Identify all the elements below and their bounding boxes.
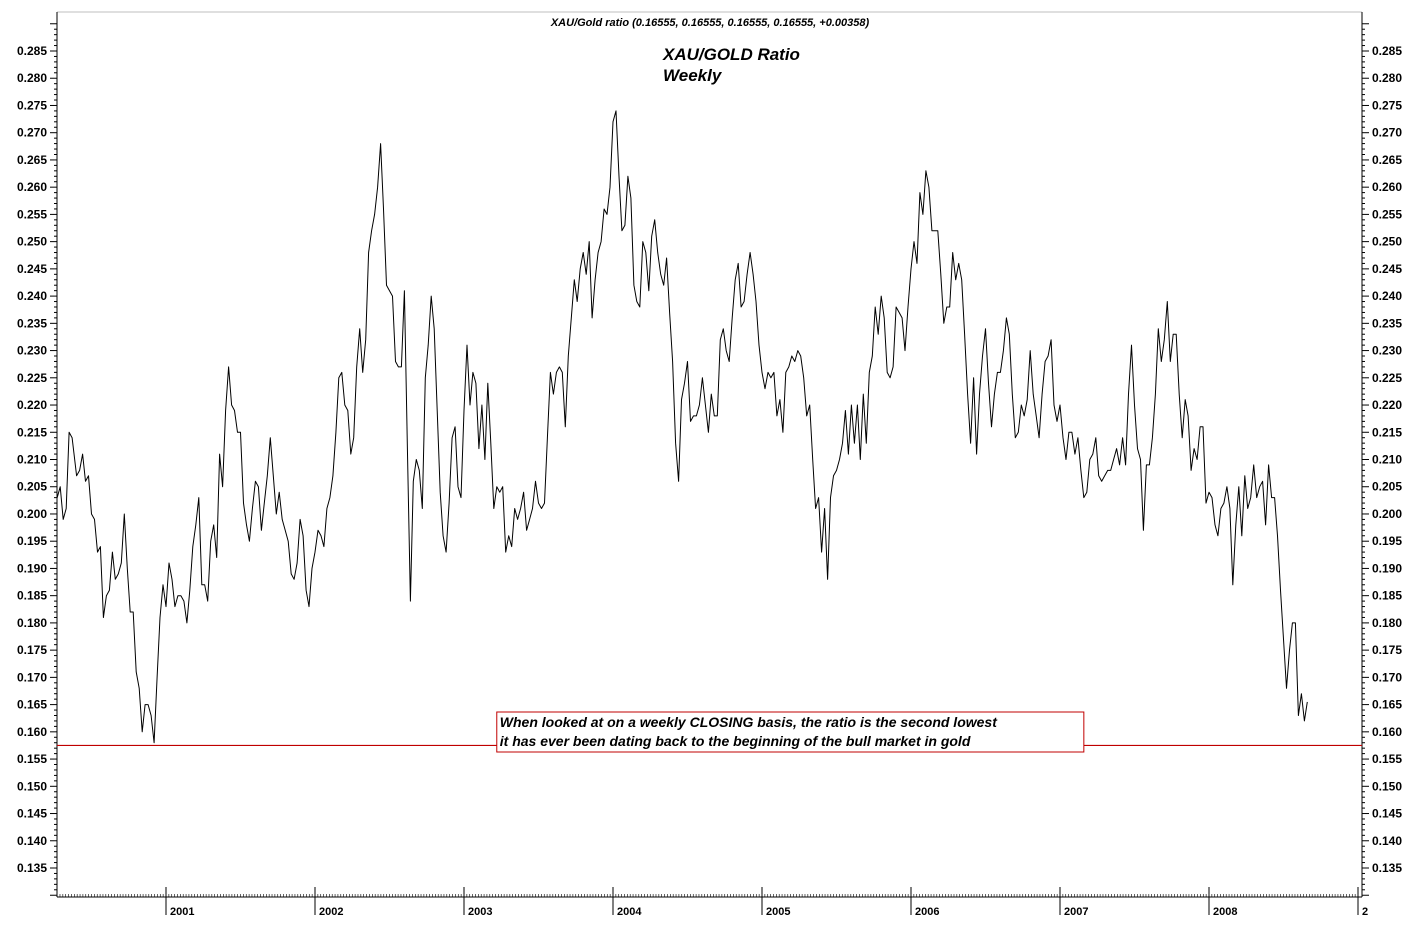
x-tick-label: 2006 [915, 906, 939, 918]
y-tick-label-right: 0.180 [1372, 616, 1402, 630]
y-tick-label-left: 0.245 [17, 262, 47, 276]
y-tick-label-right: 0.165 [1372, 698, 1402, 712]
series-layer [56, 110, 1308, 744]
series-line-0 [56, 110, 1308, 744]
y-tick-label-right: 0.285 [1372, 44, 1402, 58]
x-axis: 2001 2002 2003 2004 2005 2006 2007 2008 2 [59, 887, 1368, 918]
y-axis-right: 0.135 0.140 0.145 0.150 0.155 0.160 0.165 0.170… [1362, 23, 1402, 896]
y-tick-label-left: 0.280 [17, 71, 47, 85]
y-tick-label-left: 0.195 [17, 534, 47, 548]
y-tick-label-right: 0.265 [1372, 153, 1402, 167]
chart-header: XAU/Gold ratio (0.16555, 0.16555, 0.1655… [550, 17, 870, 29]
y-tick-label-right: 0.240 [1372, 289, 1402, 303]
y-tick-label-right: 0.150 [1372, 779, 1402, 793]
y-tick-label-left: 0.215 [17, 425, 47, 439]
y-tick-label-right: 0.220 [1372, 398, 1402, 412]
y-tick-label-left: 0.190 [17, 561, 47, 575]
y-tick-label-right: 0.225 [1372, 371, 1402, 385]
y-tick-label-left: 0.170 [17, 670, 47, 684]
annotation-text-line: When looked at on a weekly CLOSING basis… [500, 714, 998, 730]
y-tick-label-left: 0.230 [17, 344, 47, 358]
y-tick-label-left: 0.200 [17, 507, 47, 521]
y-tick-label-right: 0.185 [1372, 589, 1402, 603]
y-tick-label-right: 0.135 [1372, 861, 1402, 875]
annotation-text-line: it has ever been dating back to the begi… [500, 733, 971, 749]
y-tick-label-right: 0.235 [1372, 316, 1402, 330]
y-tick-label-left: 0.135 [17, 861, 47, 875]
y-tick-label-left: 0.140 [17, 834, 47, 848]
y-tick-label-left: 0.270 [17, 126, 47, 140]
chart-title: XAU/GOLD Ratio [662, 45, 800, 64]
y-tick-label-right: 0.175 [1372, 643, 1402, 657]
y-tick-label-left: 0.210 [17, 453, 47, 467]
y-tick-label-left: 0.225 [17, 371, 47, 385]
y-tick-label-left: 0.275 [17, 98, 47, 112]
y-tick-label-left: 0.250 [17, 235, 47, 249]
y-tick-label-left: 0.155 [17, 752, 47, 766]
y-tick-label-left: 0.150 [17, 779, 47, 793]
y-tick-label-left: 0.160 [17, 725, 47, 739]
y-tick-label-right: 0.275 [1372, 98, 1402, 112]
y-tick-label-right: 0.155 [1372, 752, 1402, 766]
y-tick-label-right: 0.250 [1372, 235, 1402, 249]
y-tick-label-left: 0.285 [17, 44, 47, 58]
y-tick-label-left: 0.260 [17, 180, 47, 194]
x-tick-label: 2002 [319, 906, 343, 918]
y-tick-label-right: 0.245 [1372, 262, 1402, 276]
y-tick-label-left: 0.235 [17, 316, 47, 330]
y-tick-label-right: 0.190 [1372, 561, 1402, 575]
chart-subtitle: Weekly [663, 66, 723, 85]
x-tick-label: 2001 [170, 906, 194, 918]
x-tick-label: 2004 [617, 906, 642, 918]
y-tick-label-right: 0.215 [1372, 425, 1402, 439]
x-tick-label: 2005 [766, 906, 790, 918]
y-tick-label-right: 0.280 [1372, 71, 1402, 85]
y-tick-label-right: 0.140 [1372, 834, 1402, 848]
y-tick-label-right: 0.210 [1372, 453, 1402, 467]
annotation-layer: When looked at on a weekly CLOSING basis… [57, 711, 1362, 753]
y-tick-label-right: 0.200 [1372, 507, 1402, 521]
y-tick-label-left: 0.205 [17, 480, 47, 494]
y-tick-label-left: 0.185 [17, 589, 47, 603]
y-tick-label-right: 0.260 [1372, 180, 1402, 194]
x-tick-label: 2 [1362, 906, 1368, 918]
y-tick-label-left: 0.265 [17, 153, 47, 167]
y-tick-label-right: 0.195 [1372, 534, 1402, 548]
y-tick-label-right: 0.255 [1372, 207, 1402, 221]
y-tick-label-left: 0.180 [17, 616, 47, 630]
y-tick-label-right: 0.205 [1372, 480, 1402, 494]
y-tick-label-right: 0.160 [1372, 725, 1402, 739]
y-tick-label-left: 0.175 [17, 643, 47, 657]
y-axis-left: 0.135 0.140 0.145 0.150 0.155 0.160 0.165 0.170… [17, 23, 57, 896]
y-tick-label-left: 0.240 [17, 289, 47, 303]
y-tick-label-left: 0.220 [17, 398, 47, 412]
y-tick-label-left: 0.145 [17, 807, 47, 821]
x-tick-label: 2008 [1213, 906, 1237, 918]
y-tick-label-right: 0.170 [1372, 670, 1402, 684]
annotation-box [496, 711, 1085, 753]
y-tick-label-right: 0.270 [1372, 126, 1402, 140]
x-tick-label: 2003 [468, 906, 492, 918]
y-tick-label-right: 0.230 [1372, 344, 1402, 358]
x-tick-label: 2007 [1064, 906, 1088, 918]
y-tick-label-left: 0.255 [17, 207, 47, 221]
y-tick-label-right: 0.145 [1372, 807, 1402, 821]
y-tick-label-left: 0.165 [17, 698, 47, 712]
